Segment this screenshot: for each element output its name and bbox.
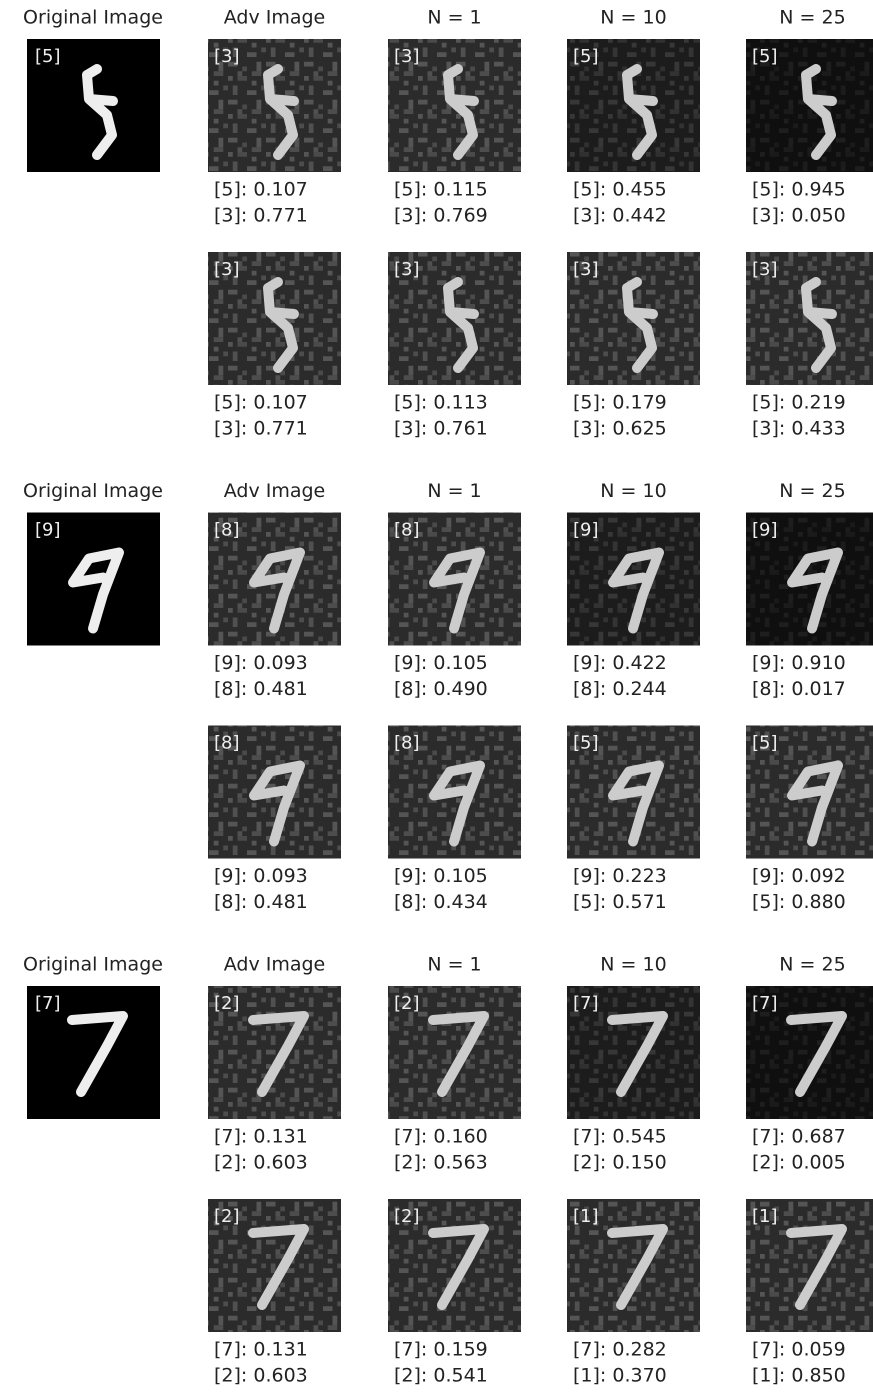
score-line: [5]: 0.107 <box>214 392 308 414</box>
image-label: [9] <box>35 520 61 541</box>
image-label: [5] <box>752 733 778 754</box>
image-label: [1] <box>752 1206 778 1227</box>
score-line: [7]: 0.687 <box>752 1126 846 1148</box>
score-line: [8]: 0.434 <box>394 891 488 913</box>
image-label: [3] <box>394 259 420 280</box>
column-header: N = 10 <box>600 480 666 502</box>
score-line: [7]: 0.059 <box>752 1339 846 1361</box>
score-line: [3]: 0.625 <box>573 418 667 440</box>
score-line: [7]: 0.545 <box>573 1126 667 1148</box>
score-line: [3]: 0.442 <box>573 205 667 227</box>
column-header: N = 1 <box>427 954 481 976</box>
score-line: [8]: 0.490 <box>394 678 488 700</box>
column-header: Adv Image <box>224 7 326 29</box>
score-line: [9]: 0.910 <box>752 652 846 674</box>
column-header: N = 1 <box>427 480 481 502</box>
image-label: [8] <box>214 733 240 754</box>
score-line: [8]: 0.481 <box>214 678 308 700</box>
column-header: N = 1 <box>427 7 481 29</box>
image-label: [8] <box>394 520 420 541</box>
score-line: [8]: 0.481 <box>214 891 308 913</box>
score-line: [1]: 0.370 <box>573 1365 667 1387</box>
page: Original Image Adv Image N = 1 N = 10 N = 25… <box>0 0 873 1395</box>
score-line: [7]: 0.131 <box>214 1126 308 1148</box>
column-header: Original Image <box>23 480 163 502</box>
image-label: [2] <box>394 993 420 1014</box>
image-label: [7] <box>573 993 599 1014</box>
score-line: [8]: 0.017 <box>752 678 846 700</box>
score-line: [9]: 0.092 <box>752 865 846 887</box>
column-header: Original Image <box>23 954 163 976</box>
image-label: [9] <box>752 520 778 541</box>
score-line: [3]: 0.761 <box>394 418 488 440</box>
column-header: N = 25 <box>779 954 845 976</box>
score-line: [5]: 0.107 <box>214 179 308 201</box>
score-line: [3]: 0.050 <box>752 205 846 227</box>
score-line: [7]: 0.159 <box>394 1339 488 1361</box>
score-line: [2]: 0.541 <box>394 1365 488 1387</box>
image-label: [3] <box>214 46 240 67</box>
image-label: [2] <box>214 993 240 1014</box>
image-label: [3] <box>214 259 240 280</box>
score-line: [2]: 0.005 <box>752 1152 846 1174</box>
score-line: [9]: 0.105 <box>394 652 488 674</box>
score-line: [2]: 0.150 <box>573 1152 667 1174</box>
image-label: [3] <box>394 46 420 67</box>
column-header: N = 10 <box>600 7 666 29</box>
score-line: [2]: 0.603 <box>214 1365 308 1387</box>
score-line: [3]: 0.771 <box>214 205 308 227</box>
score-line: [5]: 0.113 <box>394 392 488 414</box>
column-header: Original Image <box>23 7 163 29</box>
image-label: [8] <box>394 733 420 754</box>
score-line: [3]: 0.771 <box>214 418 308 440</box>
score-line: [2]: 0.563 <box>394 1152 488 1174</box>
image-label: [8] <box>214 520 240 541</box>
image-label: [3] <box>752 259 778 280</box>
column-header: Adv Image <box>224 480 326 502</box>
score-line: [7]: 0.282 <box>573 1339 667 1361</box>
score-line: [9]: 0.422 <box>573 652 667 674</box>
image-label: [7] <box>35 993 61 1014</box>
score-line: [5]: 0.945 <box>752 179 846 201</box>
image-label: [3] <box>573 259 599 280</box>
score-line: [2]: 0.603 <box>214 1152 308 1174</box>
score-line: [5]: 0.219 <box>752 392 846 414</box>
figure: Original Image Adv Image N = 1 N = 10 N = 25… <box>0 0 873 1395</box>
score-line: [9]: 0.093 <box>214 652 308 674</box>
score-line: [7]: 0.131 <box>214 1339 308 1361</box>
image-label: [9] <box>573 520 599 541</box>
column-header: N = 10 <box>600 954 666 976</box>
score-line: [9]: 0.105 <box>394 865 488 887</box>
image-label: [5] <box>573 733 599 754</box>
image-label: [2] <box>394 1206 420 1227</box>
score-line: [3]: 0.433 <box>752 418 846 440</box>
image-label: [5] <box>573 46 599 67</box>
score-line: [5]: 0.880 <box>752 891 846 913</box>
image-label: [5] <box>752 46 778 67</box>
score-line: [8]: 0.244 <box>573 678 667 700</box>
column-header: N = 25 <box>779 480 845 502</box>
score-line: [3]: 0.769 <box>394 205 488 227</box>
score-line: [9]: 0.093 <box>214 865 308 887</box>
score-line: [1]: 0.850 <box>752 1365 846 1387</box>
image-label: [2] <box>214 1206 240 1227</box>
score-line: [5]: 0.115 <box>394 179 488 201</box>
image-label: [1] <box>573 1206 599 1227</box>
score-line: [5]: 0.455 <box>573 179 667 201</box>
score-line: [9]: 0.223 <box>573 865 667 887</box>
image-label: [7] <box>752 993 778 1014</box>
column-header: N = 25 <box>779 7 845 29</box>
column-header: Adv Image <box>224 954 326 976</box>
score-line: [5]: 0.179 <box>573 392 667 414</box>
image-label: [5] <box>35 46 61 67</box>
score-line: [7]: 0.160 <box>394 1126 488 1148</box>
score-line: [5]: 0.571 <box>573 891 667 913</box>
